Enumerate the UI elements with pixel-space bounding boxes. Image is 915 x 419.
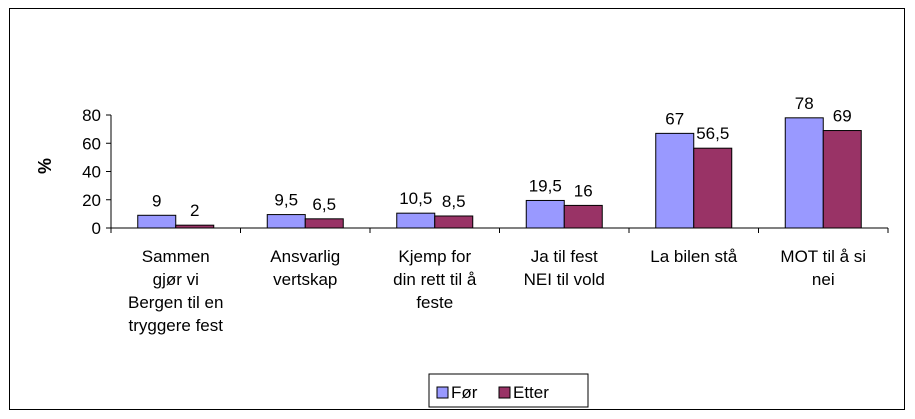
bar [525,199,565,229]
legend-label: Etter [513,383,549,402]
bar [693,147,733,229]
legend: Før Etter [428,373,589,408]
category-label: Kjemp for din rett til å feste [393,247,477,312]
category-labels: Sammen gjør vi Bergen til en tryggere fest A… [128,247,866,335]
category-label: Sammen gjør vi Bergen til en tryggere fest [128,247,223,335]
category-label: MOT til å si nei [780,247,866,289]
data-label: 67 [665,109,684,128]
legend-swatch [436,386,449,399]
data-label: 16 [574,181,593,200]
x-axis [110,227,889,233]
data-label: 19,5 [529,176,562,195]
category-label: Ja til fest NEI til vold [524,247,605,289]
data-label: 9,5 [274,191,298,210]
data-label: 6,5 [312,195,336,214]
y-tick-label: 0 [92,219,101,238]
data-label: 69 [833,107,852,126]
bar [266,214,306,229]
bar [822,130,862,229]
y-tick-label: 40 [82,163,101,182]
y-axis: 0 20 40 60 80 [82,106,112,238]
category-label: La bilen stå [650,247,737,266]
category-label: Ansvarlig vertskap [270,247,340,289]
y-tick-label: 20 [82,191,101,210]
data-label: 2 [190,201,199,220]
bar [563,204,603,229]
bar [304,218,344,229]
y-tick-label: 60 [82,134,101,153]
y-axis-title: % [35,158,55,174]
data-label: 8,5 [442,192,466,211]
bar [434,215,474,229]
legend-label: Før [451,383,478,402]
chart-frame [9,8,905,410]
bars [137,117,862,229]
bar [784,117,824,229]
bar [396,212,436,229]
bar-labels: 9 2 9,5 6,5 10,5 8,5 19,5 16 67 56,5 78 69 [152,94,852,220]
data-label: 78 [795,94,814,113]
data-label: 10,5 [399,189,432,208]
legend-swatch [498,386,511,399]
bar [137,214,177,229]
y-tick-label: 80 [82,106,101,125]
bar [175,224,215,229]
data-label: 9 [152,191,161,210]
data-label: 56,5 [696,124,729,143]
bar [655,132,695,229]
